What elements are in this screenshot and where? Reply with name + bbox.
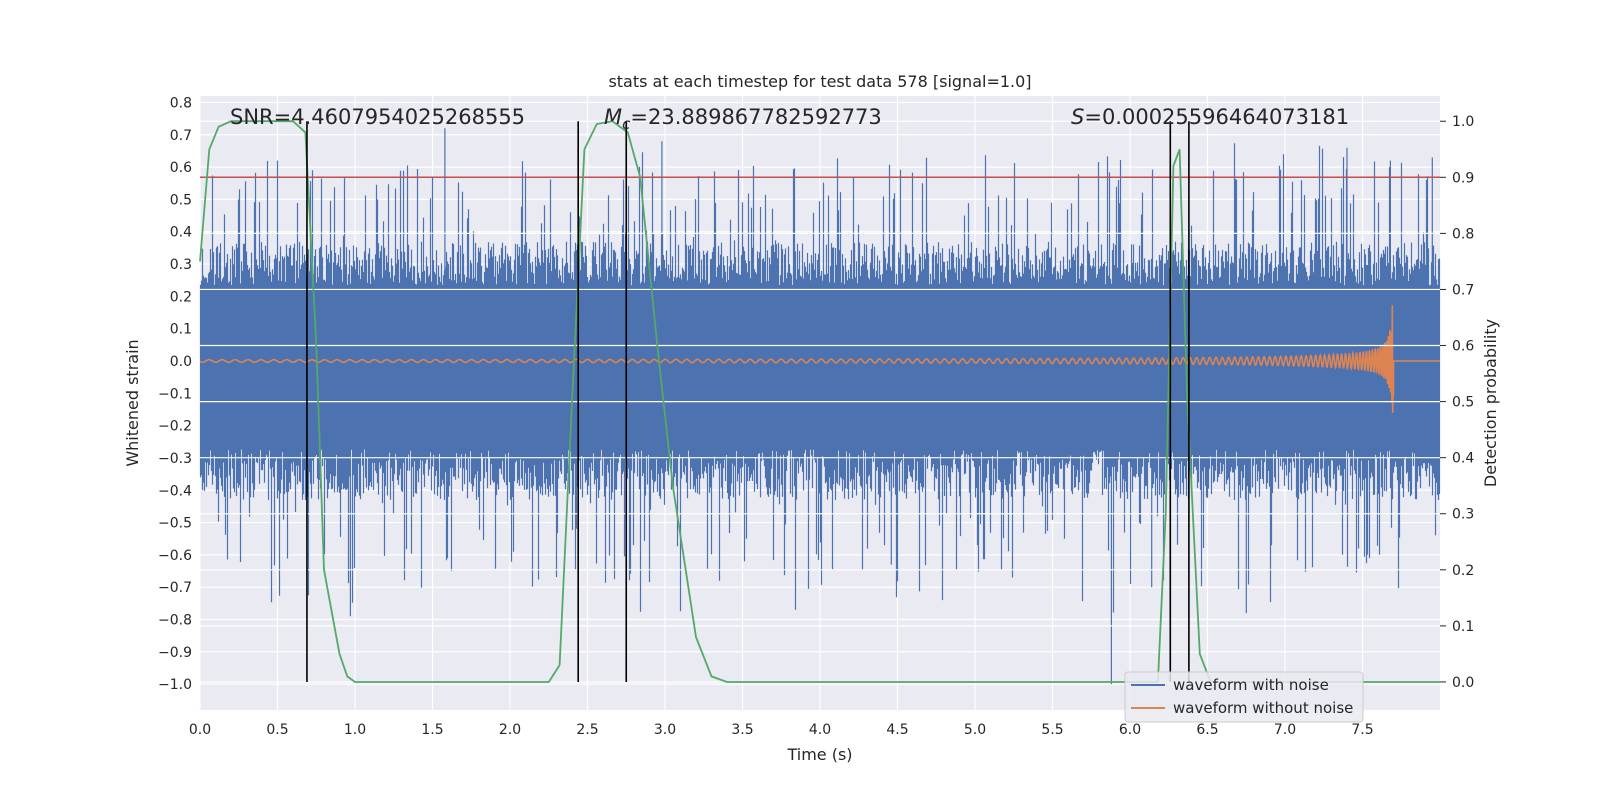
y2-tick-label: 0.4 [1452, 451, 1474, 467]
x-axis-label: Time (s) [786, 745, 852, 764]
s-annotation: S=0.00025596464073181 [1071, 105, 1349, 129]
y2-tick-label: 0.8 [1452, 226, 1474, 242]
y2-tick-label: 0.6 [1452, 339, 1474, 355]
chirp-mass-subscript: c [622, 115, 631, 133]
y-tick-label: 0.4 [170, 225, 192, 241]
s-value: =0.00025596464073181 [1084, 105, 1349, 129]
chirp-mass-symbol: M [604, 105, 622, 129]
y-axis-label: Whitened strain [123, 339, 142, 466]
clean-waveform-series [199, 305, 1440, 413]
noisy-waveform-line [199, 128, 1441, 685]
s-symbol: S [1071, 105, 1084, 129]
x-tick-label: 4.0 [809, 722, 831, 738]
y2-tick-label: 0.0 [1452, 675, 1474, 691]
y2-tick-labels: 1.0 0.9 0.8 0.7 0.6 0.5 0.4 0.3 0.2 0.1 0.0 [1440, 114, 1474, 691]
y-tick-label: −0.4 [158, 483, 192, 499]
x-tick-label: 5.0 [964, 722, 986, 738]
y-tick-label: −0.6 [158, 548, 192, 564]
y2-tick-label: 0.5 [1452, 395, 1474, 411]
y-tick-label: 0.6 [170, 160, 192, 176]
y-tick-label: 0.5 [170, 192, 192, 208]
x-tick-label: 7.5 [1351, 722, 1373, 738]
y-tick-label: −0.9 [158, 645, 192, 661]
y-tick-label: −0.3 [158, 451, 192, 467]
y2-axis-label: Detection probability [1481, 319, 1500, 487]
chart-title: stats at each timestep for test data 578… [608, 72, 1031, 91]
x-tick-label: 3.5 [731, 722, 753, 738]
y-tick-label: −0.5 [158, 516, 192, 532]
x-tick-label: 7.0 [1274, 722, 1296, 738]
y-tick-label: 0.3 [170, 257, 192, 273]
y2-tick-label: 0.7 [1452, 282, 1474, 298]
x-tick-label: 2.5 [576, 722, 598, 738]
x-tick-label: 1.5 [421, 722, 443, 738]
y-tick-label: 0.8 [170, 95, 192, 111]
y-tick-label: −0.8 [158, 613, 192, 629]
legend: waveform with noise waveform without noi… [1124, 671, 1364, 723]
y2-tick-label: 0.1 [1452, 619, 1474, 635]
x-tick-label: 2.0 [499, 722, 521, 738]
legend-entry-clean: waveform without noise [1173, 699, 1353, 717]
y-tick-label: −0.7 [158, 580, 192, 596]
y-tick-label: 0.2 [170, 289, 192, 305]
x-tick-label: 6.0 [1119, 722, 1141, 738]
snr-annotation: SNR=4.4607954025268555 [230, 105, 525, 129]
noisy-waveform-series [199, 128, 1441, 685]
y2-tick-label: 0.3 [1452, 507, 1474, 523]
y-tick-label: 0.0 [170, 354, 192, 370]
y-tick-label: −0.2 [158, 419, 192, 435]
y2-tick-label: 1.0 [1452, 114, 1474, 130]
x-tick-label: 4.5 [886, 722, 908, 738]
y2-tick-label: 0.9 [1452, 170, 1474, 186]
x-tick-label: 3.0 [654, 722, 676, 738]
y-tick-label: −1.0 [158, 677, 192, 693]
y2-tick-label: 0.2 [1452, 563, 1474, 579]
x-tick-label: 0.0 [189, 722, 211, 738]
x-tick-label: 5.5 [1041, 722, 1063, 738]
y-tick-label: −0.1 [158, 386, 192, 402]
y-tick-labels: 0.8 0.7 0.6 0.5 0.4 0.3 0.2 0.1 0.0 −0.1 −0.2 −0.3 −… [158, 95, 192, 693]
y-tick-label: 0.1 [170, 322, 192, 338]
legend-entry-noisy: waveform with noise [1173, 676, 1329, 694]
chirp-mass-value: =23.889867782592773 [630, 105, 881, 129]
x-tick-labels: 0.0 0.5 1.0 1.5 2.0 2.5 3.0 3.5 4.0 4.5 5.0 5.5 6.0 6… [189, 722, 1374, 738]
detection-boundaries [306, 121, 1190, 682]
x-tick-label: 1.0 [344, 722, 366, 738]
y-tick-label: 0.7 [170, 128, 192, 144]
legend-box [1124, 671, 1364, 723]
clean-waveform-line [199, 305, 1440, 413]
x-tick-label: 6.5 [1196, 722, 1218, 738]
chirp-mass-annotation: Mc=23.889867782592773 [604, 105, 882, 133]
x-tick-label: 0.5 [266, 722, 288, 738]
